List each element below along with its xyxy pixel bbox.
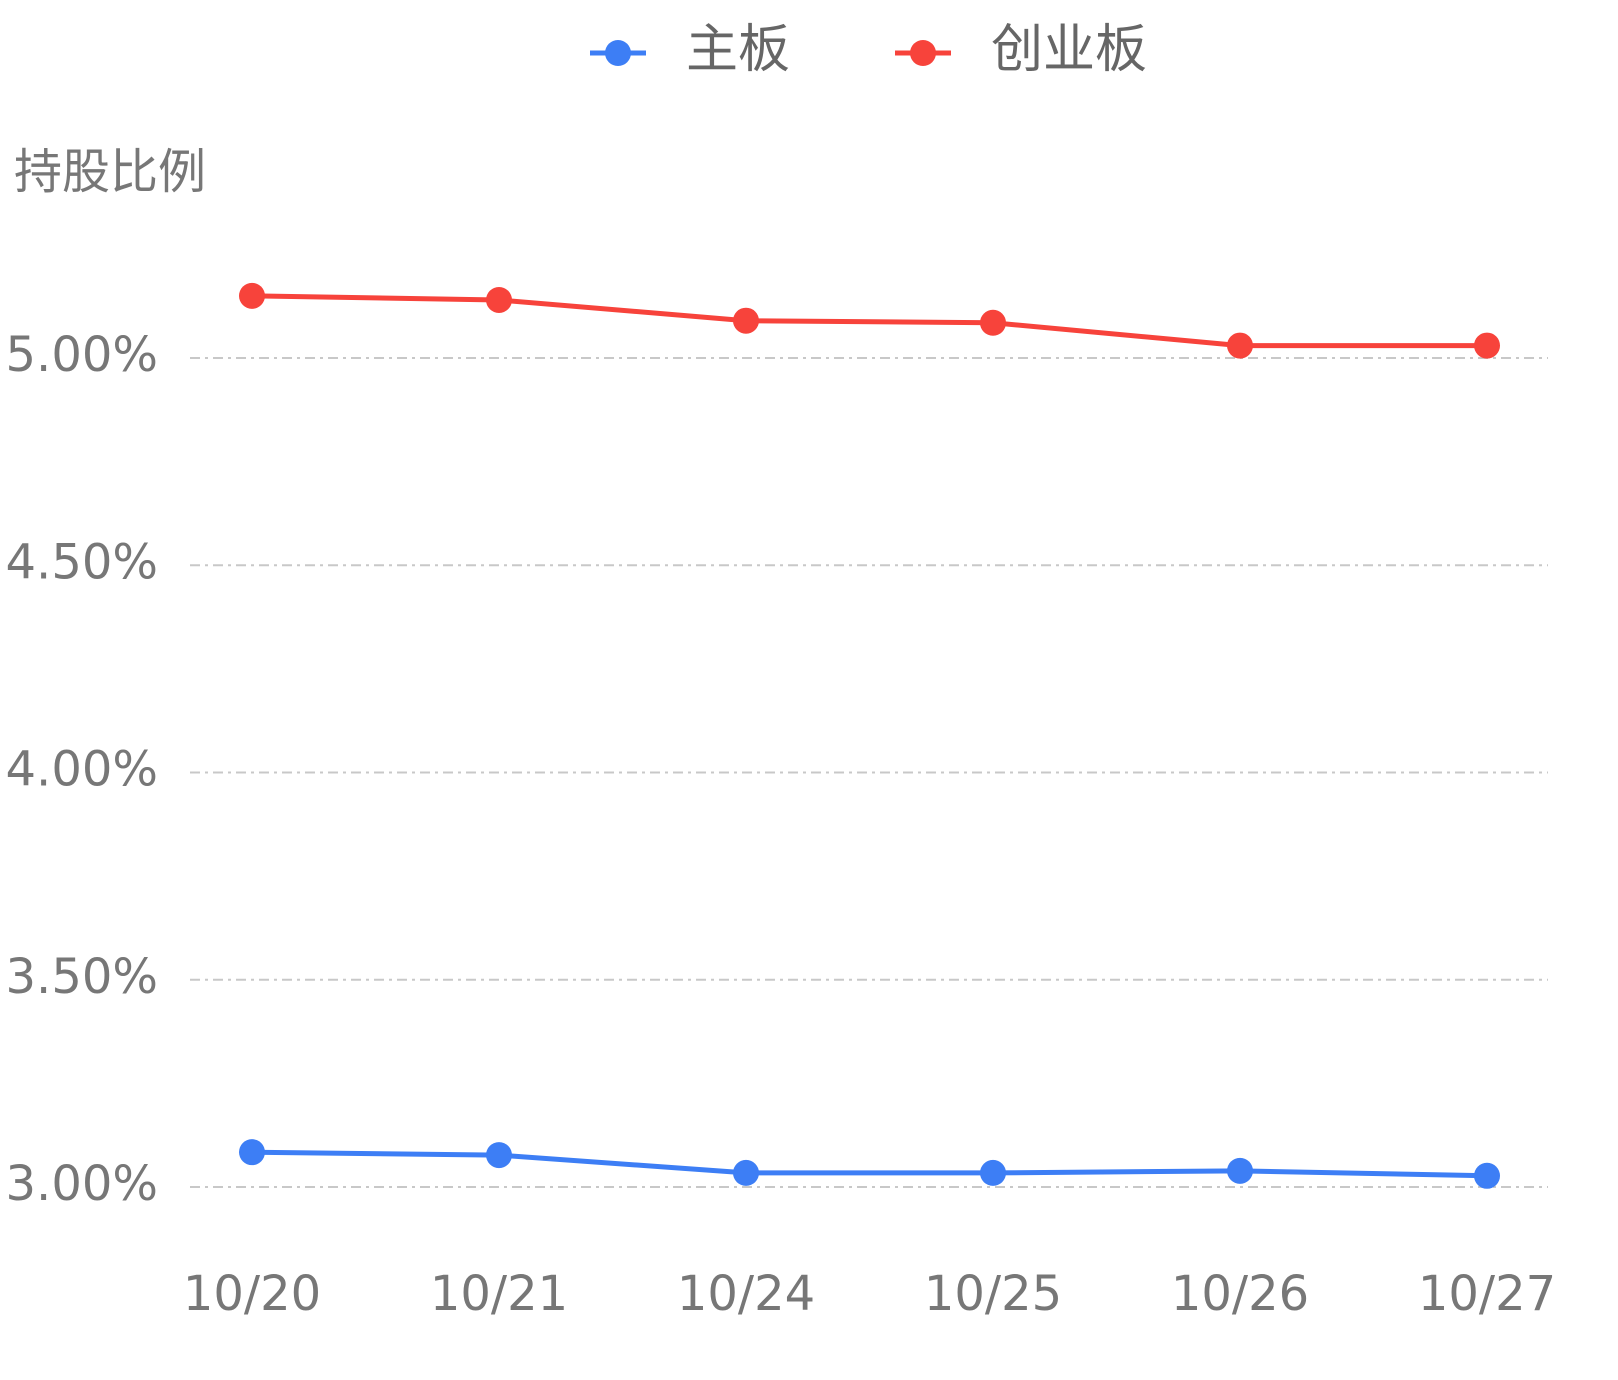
y-tick-label: 3.50% bbox=[6, 949, 158, 1005]
data-point bbox=[1227, 1157, 1253, 1184]
data-point bbox=[733, 307, 759, 334]
x-tick-label: 10/24 bbox=[677, 1266, 815, 1322]
legend-label: 创业板 bbox=[991, 20, 1147, 80]
series-line bbox=[251, 293, 1487, 349]
data-point bbox=[980, 1159, 1006, 1186]
data-point bbox=[1474, 1162, 1500, 1189]
x-tick-label: 10/27 bbox=[1418, 1266, 1556, 1322]
x-tick-label: 10/25 bbox=[924, 1266, 1062, 1322]
y-tick-label: 4.50% bbox=[6, 534, 158, 590]
legend-marker bbox=[605, 40, 631, 66]
data-point bbox=[239, 282, 265, 309]
data-point bbox=[1474, 332, 1500, 359]
y-tick-label: 5.00% bbox=[6, 327, 158, 383]
data-point bbox=[733, 1159, 759, 1186]
data-point bbox=[1227, 332, 1253, 359]
x-tick-label: 10/26 bbox=[1171, 1266, 1309, 1322]
x-tick-label: 10/20 bbox=[183, 1266, 321, 1322]
legend-label: 主板 bbox=[686, 20, 790, 80]
y-tick-label: 3.00% bbox=[6, 1156, 158, 1212]
data-point bbox=[486, 286, 512, 313]
y-axis-label: 持股比例 bbox=[14, 144, 206, 200]
data-point bbox=[239, 1139, 265, 1166]
series-line bbox=[251, 1149, 1488, 1179]
x-tick-label: 10/21 bbox=[430, 1266, 568, 1322]
data-point bbox=[486, 1142, 512, 1169]
legend-marker bbox=[910, 40, 936, 66]
y-tick-label: 4.00% bbox=[6, 742, 158, 798]
data-point bbox=[980, 309, 1006, 336]
